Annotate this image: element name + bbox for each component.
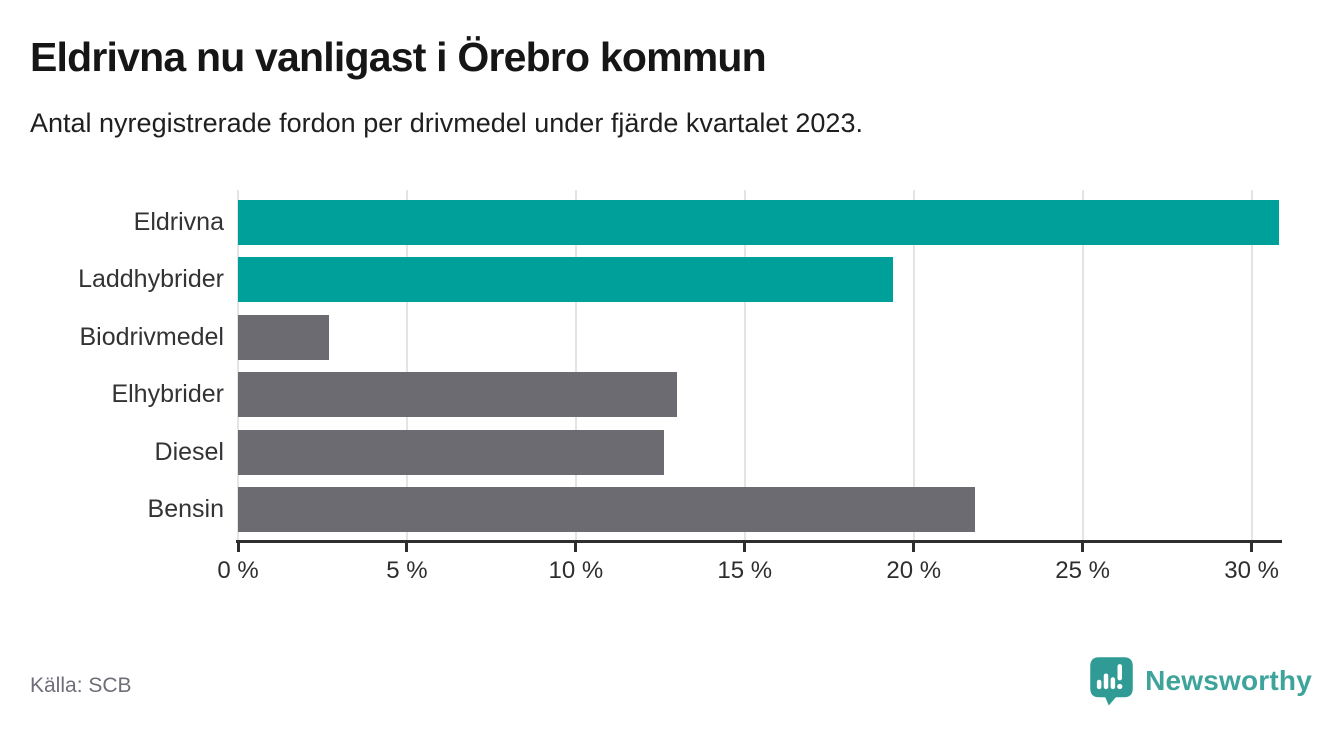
bar-row [238,486,1282,532]
x-axis-tick [912,540,916,552]
chart-title: Eldrivna nu vanligast i Örebro kommun [30,34,767,80]
gridline [743,190,746,540]
plot-area: 0 % 5 % 10 % 15 % 20 % 25 % 30 % [217,190,1282,584]
x-axis-tick [743,540,747,552]
bar-row [238,200,1282,245]
x-axis: 0 % 5 % 10 % 15 % 20 % 25 % 30 % [217,190,1282,584]
gridline [912,190,915,540]
gridlines-layer [237,190,1282,540]
gridline [1250,190,1253,540]
gridline [405,190,408,540]
bar-diesel [238,429,664,475]
x-axis-tick [405,540,409,552]
newsworthy-logo: Newsworthy [1089,656,1312,706]
y-axis-label: Elhybrider [111,380,224,409]
x-axis-tick [236,540,240,552]
bar-biodrivmedel [238,314,330,360]
gridline [237,190,239,540]
x-axis-tick-label: 30 % [1224,557,1279,584]
bar-row [238,257,1282,303]
y-axis-label: Biodrivmedel [79,322,224,351]
bar-elhybrider [238,372,678,418]
x-axis-tick-label: 0 % [217,557,259,584]
x-axis-tick [574,540,578,552]
x-axis-line [236,540,1282,543]
chart-subtitle: Antal nyregistrerade fordon per drivmede… [30,108,863,138]
gridline [1081,190,1084,540]
gridline [574,190,577,540]
bar-bensin [238,486,975,532]
y-axis-label: Eldrivna [133,208,224,236]
y-axis-label: Laddhybrider [78,265,224,294]
x-axis-tick-label: 10 % [548,557,604,584]
y-axis-label: Bensin [147,494,224,523]
x-axis-tick [1250,540,1254,552]
source-caption: Källa: SCB [30,674,132,697]
bar-row [238,372,1282,418]
x-axis-tick [1081,540,1085,552]
y-axis-label: Diesel [154,437,224,466]
x-axis-tick-label: 5 % [386,557,428,584]
bar-row [238,314,1282,360]
newsworthy-logo-icon [1090,657,1133,706]
bar-laddhybrider [238,257,894,303]
x-axis-tick-label: 25 % [1055,557,1111,584]
y-axis-labels: Eldrivna Laddhybrider Biodrivmedel Elhybrid… [0,190,224,540]
x-axis-tick-label: 15 % [717,557,773,584]
x-axis-tick-label: 20 % [886,557,942,584]
bar-row [238,429,1282,475]
bar-eldrivna [238,200,1279,245]
newsworthy-logo-text: Newsworthy [1145,665,1312,696]
bars-layer [238,190,1282,540]
